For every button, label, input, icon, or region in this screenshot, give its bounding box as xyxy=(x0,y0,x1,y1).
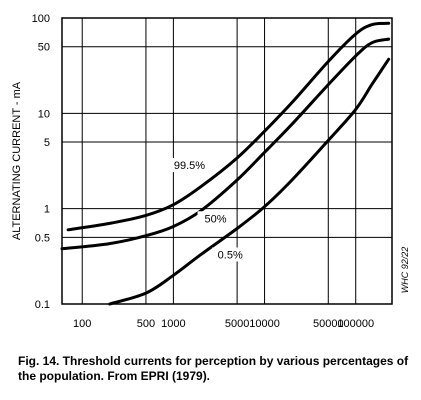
figure-code-annotation: WHC 92/22 xyxy=(400,247,410,294)
y-tick-label: 1 xyxy=(44,204,50,216)
x-tick-label: 10000 xyxy=(249,318,280,330)
y-tick-label: 10 xyxy=(38,108,50,120)
y-tick-label: 0.1 xyxy=(35,299,50,311)
y-tick-label: 100 xyxy=(32,13,50,25)
series-label: 99.5% xyxy=(174,160,205,172)
y-axis-label: ALTERNATING CURRENT - mA xyxy=(11,81,23,240)
x-tick-label: 1000 xyxy=(161,318,185,330)
x-tick-label: 500 xyxy=(137,318,155,330)
x-tick-label: 50000 xyxy=(313,318,344,330)
series-labels: 99.5% 50% 0.5% xyxy=(171,158,249,262)
plot-frame xyxy=(61,17,393,305)
y-tick-label: 5 xyxy=(44,137,50,149)
x-tick-label: 5000 xyxy=(225,318,249,330)
figure-caption: Fig. 14. Threshold currents for percepti… xyxy=(18,354,409,383)
series-label: 50% xyxy=(205,213,227,225)
x-tick-label: 100000 xyxy=(337,318,374,330)
series-label: 0.5% xyxy=(218,250,243,262)
x-tick-label: 100 xyxy=(73,318,91,330)
y-tick-label: 50 xyxy=(38,42,50,54)
series-label-background xyxy=(197,211,234,226)
series-line xyxy=(108,57,391,306)
series-label-background xyxy=(212,247,249,262)
series-line xyxy=(66,21,391,232)
series-line xyxy=(60,37,391,251)
series-lines xyxy=(60,21,391,306)
series-label-background xyxy=(171,158,208,173)
y-tick-label: 0.5 xyxy=(35,232,50,244)
